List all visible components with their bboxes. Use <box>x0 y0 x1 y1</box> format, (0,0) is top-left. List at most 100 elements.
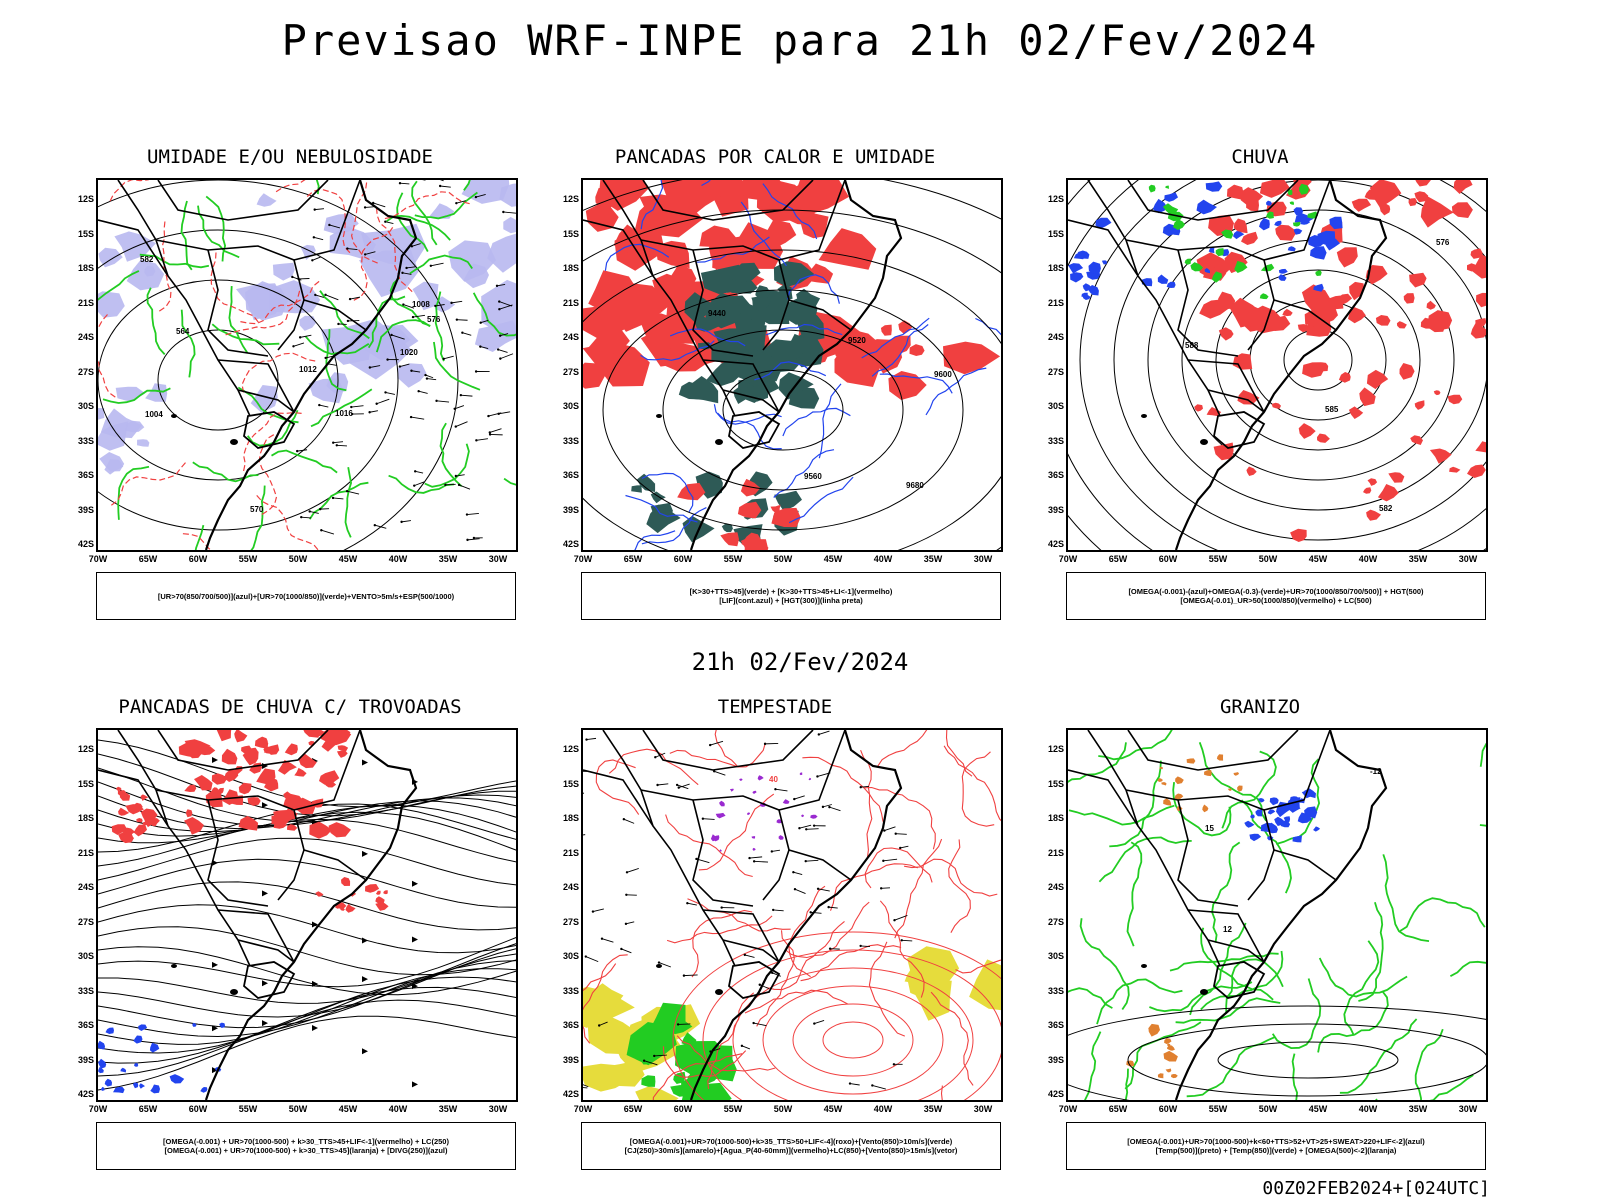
convection-area-red <box>771 507 801 528</box>
wind-vector <box>586 737 597 741</box>
thunderstorm-area-red <box>264 777 279 792</box>
streamline-arrow <box>262 980 268 987</box>
lifted-index-contour-blue <box>925 367 987 416</box>
rain-area-red <box>1415 180 1431 187</box>
latitude-tick-label: 39S <box>77 504 94 515</box>
weather-map: -12 15 12 <box>1068 730 1486 1100</box>
country-border <box>602 730 736 967</box>
wind-vector <box>753 1022 767 1027</box>
wind-vector <box>327 363 338 366</box>
latitude-tick-label: 21S <box>77 297 94 308</box>
wind-vector <box>369 410 379 413</box>
rain-area-red <box>1426 300 1436 310</box>
humidity-area-blue <box>269 280 321 314</box>
humidity-area-blue <box>125 420 145 433</box>
longitude-tick-label: 40W <box>873 1104 893 1114</box>
wind-vector <box>406 266 416 269</box>
temperature-contour-green <box>1221 750 1277 829</box>
streamline <box>98 1015 516 1091</box>
wind-vector <box>415 470 424 474</box>
jet-area-yellow <box>602 1060 645 1087</box>
humidity-area-blue <box>429 203 455 219</box>
omega-area-orange <box>1165 1068 1172 1073</box>
wind-vector-head <box>805 828 808 831</box>
convection-area-teal <box>636 473 656 492</box>
convection-area-teal <box>700 264 743 294</box>
thunderstorm-area-red <box>340 907 345 911</box>
convection-area-teal <box>706 360 743 387</box>
thunderstorm-area-red <box>133 824 147 837</box>
weather-map: 40 <box>583 730 1001 1100</box>
wind-vector-head <box>656 783 659 787</box>
longitude-tick-label: 70W <box>573 554 593 564</box>
thickness-contour-red <box>98 314 116 398</box>
wind-vector-head <box>413 470 417 473</box>
contour-label: 576 <box>427 315 441 324</box>
storm-area-purple <box>739 778 743 781</box>
thunderstorm-area-red <box>287 824 298 831</box>
latitude-tick-label: 15S <box>562 778 579 789</box>
longitude-tick-label: 35W <box>923 1104 943 1114</box>
longitude-tick-label: 65W <box>1108 1104 1128 1114</box>
divergence-area-blue <box>104 1078 112 1087</box>
height-contour <box>662 329 904 491</box>
height-contour <box>1113 180 1486 541</box>
coastline <box>204 730 418 1100</box>
wind-vector <box>806 828 819 830</box>
wind-vector-head <box>368 366 372 369</box>
wind-vector-head <box>313 208 316 211</box>
wind-vector-head <box>591 910 595 913</box>
wind-vector-head <box>804 859 807 863</box>
latitude-tick-label: 36S <box>562 470 579 480</box>
wind-vector-head <box>900 939 903 942</box>
wind-vector-head <box>624 922 628 926</box>
omega-area-orange <box>1161 782 1167 786</box>
wind-vector-head <box>425 377 429 380</box>
country-border <box>702 359 780 413</box>
longitude-axis: 70W 65W 60W 55W 50W 45W 40W 35W 30W <box>89 1104 518 1118</box>
convection-area-teal <box>751 295 771 312</box>
wind-vector <box>312 256 321 261</box>
wind-vector-head <box>411 315 415 319</box>
country-border <box>1273 299 1337 331</box>
lifted-index-contour-blue <box>634 530 676 550</box>
convection-area-red <box>740 180 768 201</box>
wind-vector <box>350 296 361 300</box>
latitude-tick-label: 27S <box>1047 916 1064 927</box>
omega-area-orange <box>1204 770 1212 777</box>
country-border <box>583 219 654 277</box>
wind-vector-head <box>859 786 862 789</box>
streamline-arrow <box>362 1048 368 1055</box>
wind-vector <box>333 497 344 500</box>
wind-vector-head <box>472 536 476 540</box>
wind-vector-head <box>311 259 314 262</box>
rain-area-red <box>1449 466 1461 473</box>
wind-vector-head <box>390 333 393 337</box>
humidity-contour-green <box>250 485 266 550</box>
convection-area-teal <box>739 350 786 388</box>
convection-area-red <box>785 185 821 210</box>
temperature-contour-green <box>1096 978 1183 1025</box>
panel-title: CHUVA <box>1231 146 1289 168</box>
country-border <box>1087 180 1221 417</box>
wind-vector-head <box>816 887 820 891</box>
humidity-contour-green <box>389 277 431 327</box>
streamline-red <box>595 759 640 815</box>
rain-area-blue <box>1266 200 1272 206</box>
rain-area-red <box>1199 299 1230 319</box>
convection-area-teal <box>646 504 681 534</box>
wind-vector <box>376 398 390 405</box>
hail-area-blue <box>1313 826 1321 832</box>
wind-vector-head <box>743 953 747 957</box>
legend-box: [OMEGA(-0.001)-(azul)+OMEGA(-0.3)-(verde… <box>1066 572 1486 620</box>
streamline <box>98 926 516 976</box>
wind-vector-head <box>496 348 500 351</box>
longitude-tick-label: 40W <box>1358 554 1378 564</box>
humidity-contour-green <box>434 291 445 362</box>
thunderstorm-area-red <box>111 824 128 835</box>
rain-area-red <box>1232 353 1253 370</box>
wind-vector <box>454 405 465 410</box>
wind-vector <box>860 945 871 947</box>
wind-vector-head <box>434 304 437 308</box>
wind-vector <box>884 826 896 832</box>
